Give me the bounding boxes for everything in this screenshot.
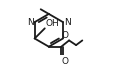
Text: O: O — [62, 57, 69, 66]
Text: N: N — [64, 18, 71, 27]
Text: OH: OH — [45, 19, 59, 28]
Text: O: O — [62, 31, 69, 40]
Text: N: N — [27, 18, 34, 27]
